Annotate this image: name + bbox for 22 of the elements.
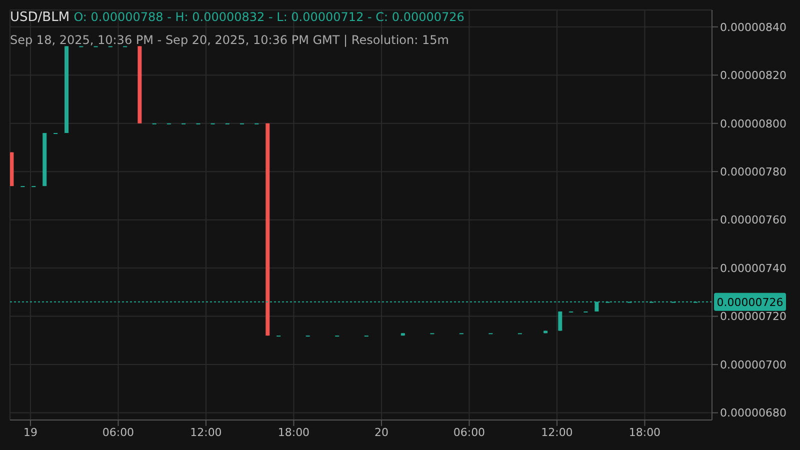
y-tick-label: 0.00000740 — [720, 262, 786, 275]
y-tick-label: 0.00000700 — [720, 358, 786, 372]
y-tick-label: 0.00000720 — [720, 310, 786, 324]
y-tick-label: 0.00000760 — [720, 214, 786, 227]
x-tick-label: 12:00 — [190, 426, 222, 439]
x-tick-label: 06:00 — [453, 426, 486, 439]
chart-subtitle: O: 0.00000788 - H: 0.00000832 - L: 0.00000712 - C: 0.00000726 — [74, 10, 464, 24]
x-tick-label: 18:00 — [278, 426, 310, 439]
candlestick — [558, 310, 562, 332]
annotation: Sep 18, 2025, 10:36 PM - Sep 20, 2025, 10:36 PM GMT | Resolution: 15m — [10, 33, 449, 47]
y-tick-label: 0.00000680 — [720, 406, 786, 420]
y-tick-label: 0.00000840 — [720, 20, 786, 34]
y-tick-label: 0.00000800 — [720, 117, 786, 130]
x-tick-label: 06:00 — [102, 426, 134, 439]
x-tick-label: 19 — [23, 426, 38, 439]
x-tick-label: 12:00 — [541, 426, 573, 439]
x-tick-label: 20 — [374, 426, 388, 439]
y-tick-label: 0.00000780 — [720, 165, 786, 178]
chart-title: USD/BLM — [10, 10, 70, 25]
y-tick-label: 0.00000820 — [720, 69, 786, 82]
x-tick-label: 18:00 — [628, 426, 661, 439]
ref-line-label: 0.00000726 — [716, 296, 784, 309]
